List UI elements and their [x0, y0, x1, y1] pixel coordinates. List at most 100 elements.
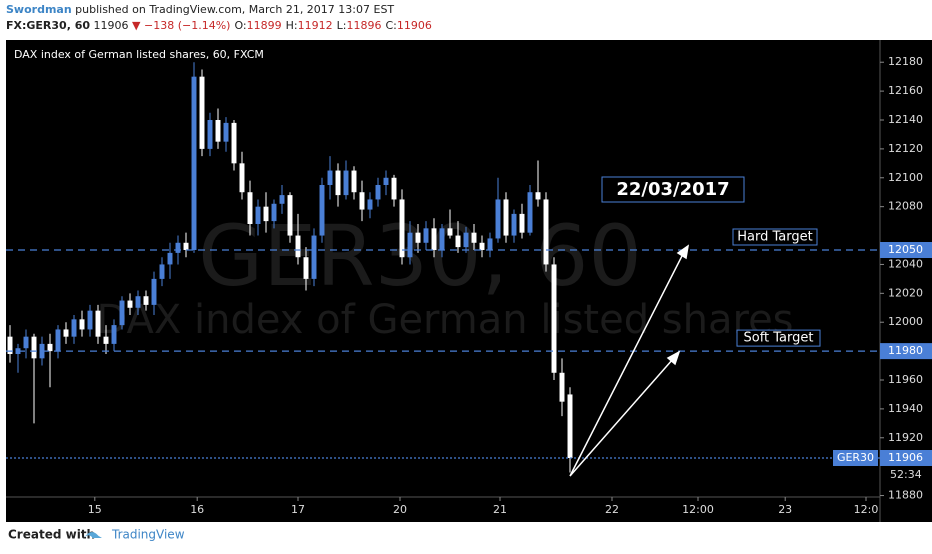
candle-body: [151, 278, 157, 305]
candle-body: [23, 336, 29, 349]
candle-body: [367, 199, 373, 210]
candle-body: [495, 199, 501, 239]
candle-body: [519, 213, 525, 233]
y-tick-label: 12080: [888, 200, 923, 213]
candle-body: [407, 232, 413, 258]
level-label-box: [736, 329, 821, 347]
footer-created: Created with: [8, 528, 95, 542]
last: 11906: [94, 19, 129, 32]
price-box-label: 11906: [888, 451, 923, 464]
y-tick-label: 11920: [888, 431, 923, 444]
price-box-label: 12050: [888, 243, 923, 256]
candle-body: [527, 192, 533, 233]
candle-body: [79, 319, 85, 330]
y-tick-label: 12100: [888, 171, 923, 184]
candle-body: [327, 170, 333, 185]
level-label-box: [833, 450, 878, 466]
level-label: Hard Target: [737, 230, 812, 245]
candle-body: [135, 296, 141, 308]
candle-body: [287, 195, 293, 236]
ohlc-value: 11899: [247, 19, 282, 32]
candle-body: [63, 329, 69, 337]
candle-body: [175, 242, 181, 253]
arrows: [569, 244, 690, 477]
candle-body: [551, 264, 557, 373]
candle-body: [87, 310, 93, 330]
annotation: 22/03/2017: [616, 179, 729, 200]
ohlc-label: C:: [385, 19, 396, 32]
x-tick-label: 15: [88, 503, 102, 516]
y-tick-label: 12140: [888, 113, 923, 126]
ohlc-label: O:: [234, 19, 246, 32]
ohlc: O:11899 H:11912 L:11896 C:11906: [234, 19, 431, 32]
candle-body: [215, 120, 221, 142]
ohlc-value: 11896: [346, 19, 381, 32]
ohlc-label: H:: [286, 19, 298, 32]
candle-body: [439, 228, 445, 250]
ohlc-label: L:: [337, 19, 347, 32]
candle-body: [167, 252, 173, 265]
candle-body: [159, 264, 165, 279]
candle-body: [535, 192, 541, 200]
level-label: Soft Target: [743, 331, 813, 346]
candle-body: [319, 185, 325, 236]
x-tick-label: 16: [190, 503, 204, 516]
y-tick-label: 11880: [888, 489, 923, 502]
candle-body: [271, 203, 277, 222]
x-tick-label: 21: [493, 503, 507, 516]
candle-body: [359, 192, 365, 210]
candle-body: [559, 372, 565, 402]
level-label: GER30: [837, 451, 874, 464]
y-tick-label: 12000: [888, 315, 923, 328]
candle-body: [455, 235, 461, 248]
candle-body: [399, 199, 405, 258]
footer-brand: TradingView: [111, 528, 185, 542]
published: published on TradingView.com, March 21, …: [75, 3, 394, 16]
candle-body: [103, 336, 109, 344]
candle-body: [71, 319, 77, 337]
y-tick-label: 12120: [888, 142, 923, 155]
candle-body: [383, 177, 389, 185]
chart-title: DAX index of German listed shares, 60, F…: [14, 48, 264, 61]
arrow-head: [676, 244, 690, 260]
x-tick-label: 12:00: [682, 503, 714, 516]
price-box: [880, 450, 932, 466]
arrow-line: [569, 358, 674, 477]
candle-body: [487, 238, 493, 250]
watermark-desc: DAX index of German listed shares: [96, 297, 793, 343]
symbol-line: FX:GER30, 60 11906 ▼ −138 (−1.14%) O:1189…: [6, 19, 432, 32]
candle-body: [255, 206, 261, 224]
candle-body: [199, 76, 205, 149]
x-tick-label: 17: [291, 503, 305, 516]
author: Swordman: [6, 3, 72, 16]
candle-body: [351, 170, 357, 193]
candle-body: [431, 228, 437, 250]
y-tick-label: 11940: [888, 402, 923, 415]
logo: [84, 532, 102, 538]
candle-body: [375, 185, 381, 200]
x-tick-label: 12:0: [854, 503, 879, 516]
candle-body: [391, 177, 397, 200]
candle-body: [7, 336, 13, 354]
x-tick-label: 20: [393, 503, 407, 516]
candle-body: [207, 120, 213, 149]
candle-body: [47, 343, 53, 352]
symbol: FX:GER30, 60: [6, 19, 90, 32]
candle-body: [183, 242, 189, 250]
price-box: [880, 242, 932, 258]
candle-body: [295, 235, 301, 258]
candle-body: [311, 235, 317, 279]
watermark-symbol: GER30, 60: [198, 207, 642, 305]
arrow-line: [569, 251, 685, 477]
candle-body: [95, 310, 101, 337]
candle-body: [111, 325, 117, 344]
y-tick-label: 12160: [888, 84, 923, 97]
candle-body: [119, 300, 125, 326]
candle-body: [567, 394, 573, 458]
candle-body: [471, 232, 477, 243]
price-box: [880, 343, 932, 360]
header-line: Swordman published on TradingView.com, M…: [6, 3, 394, 16]
x-tick-label: 23: [778, 503, 792, 516]
candle-body: [191, 76, 197, 251]
